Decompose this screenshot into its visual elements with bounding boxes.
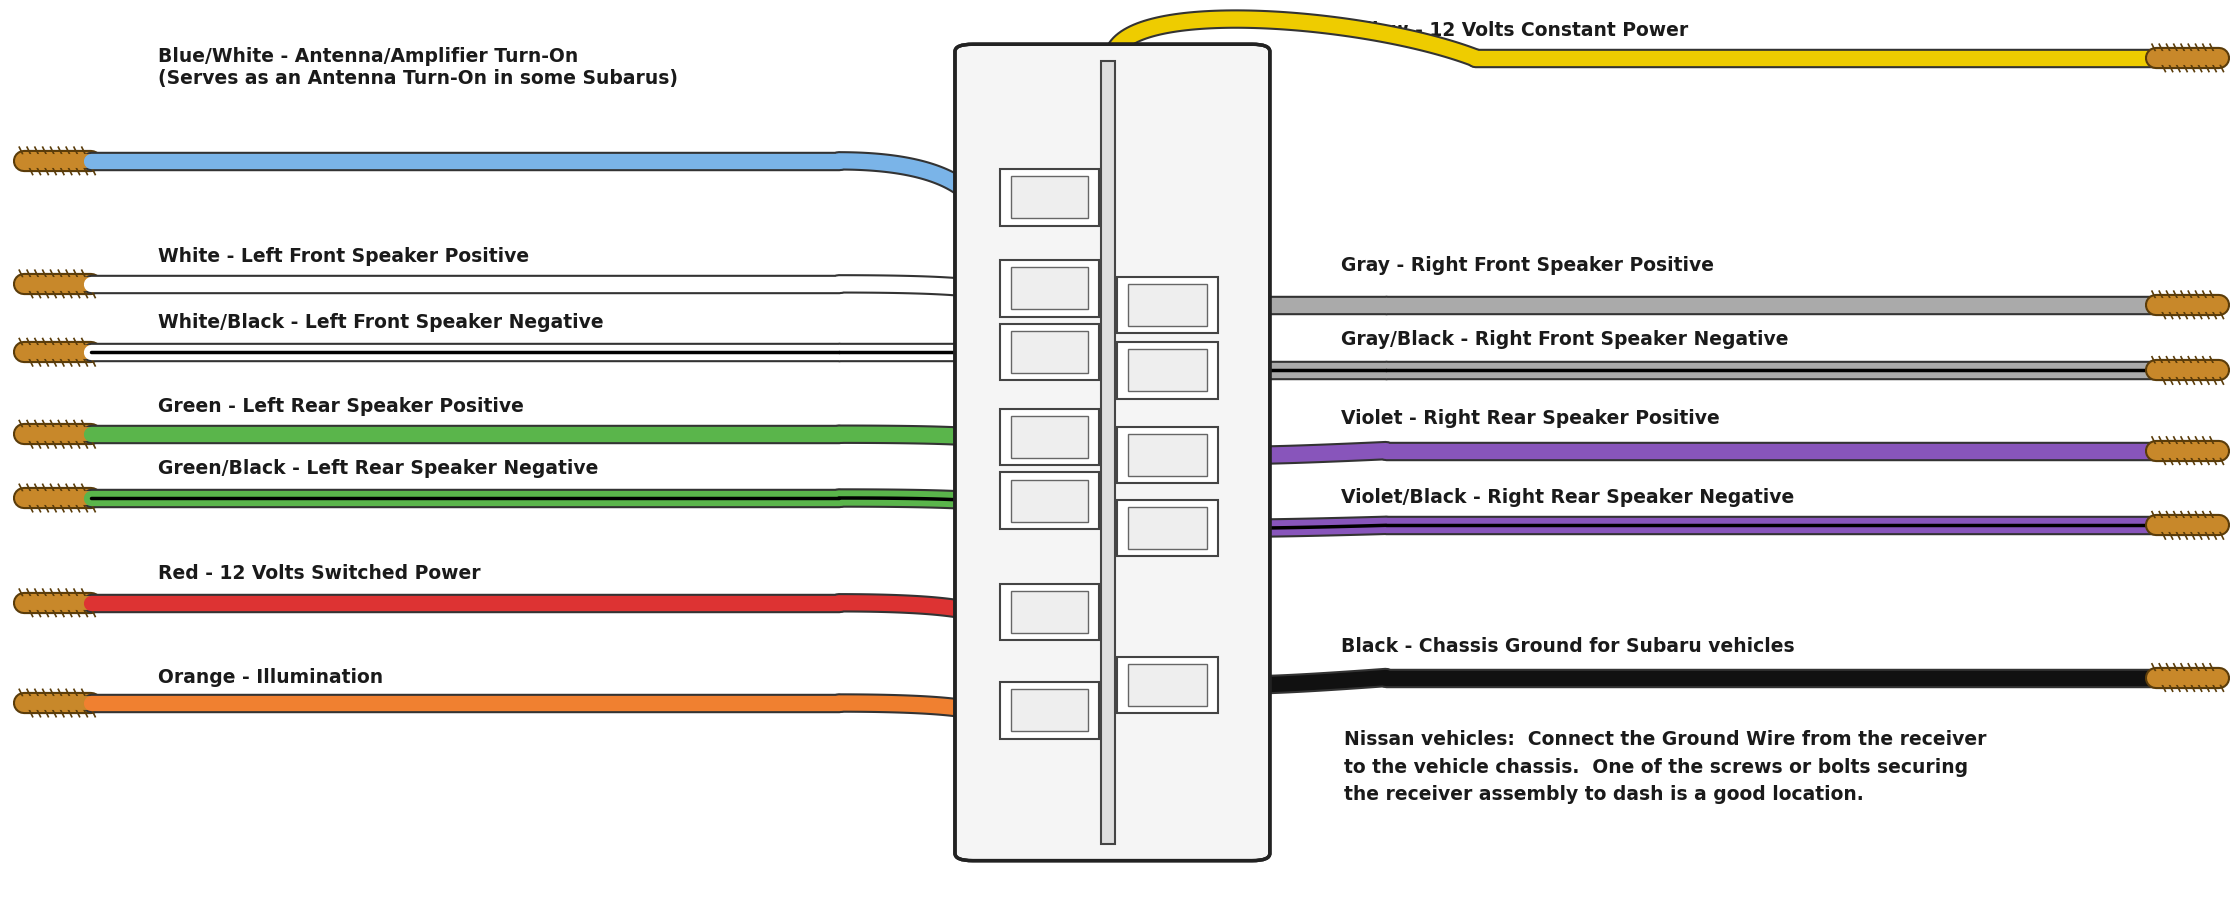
Bar <box>1127 664 1207 706</box>
Bar <box>999 584 1100 640</box>
Text: Red - 12 Volts Switched Power: Red - 12 Volts Switched Power <box>159 564 481 583</box>
Bar <box>1118 277 1219 333</box>
Bar <box>1127 349 1207 391</box>
Text: White - Left Front Speaker Positive: White - Left Front Speaker Positive <box>159 247 530 266</box>
Text: Nissan vehicles:  Connect the Ground Wire from the receiver
to the vehicle chass: Nissan vehicles: Connect the Ground Wire… <box>1344 730 1986 804</box>
Bar <box>1118 656 1219 713</box>
Text: Green/Black - Left Rear Speaker Negative: Green/Black - Left Rear Speaker Negative <box>159 459 597 478</box>
Text: Violet - Right Rear Speaker Positive: Violet - Right Rear Speaker Positive <box>1342 409 1719 428</box>
FancyBboxPatch shape <box>955 44 1270 861</box>
Bar <box>1118 500 1219 557</box>
Bar <box>999 260 1100 316</box>
Bar <box>1011 480 1089 522</box>
Text: Orange - Illumination: Orange - Illumination <box>159 667 382 686</box>
Bar <box>999 324 1100 380</box>
Bar <box>1011 689 1089 731</box>
Bar <box>1011 176 1089 218</box>
Bar <box>1102 60 1116 845</box>
Text: Gray/Black - Right Front Speaker Negative: Gray/Black - Right Front Speaker Negativ… <box>1342 331 1789 349</box>
Bar <box>1127 434 1207 476</box>
Bar <box>1011 331 1089 373</box>
Bar <box>999 682 1100 739</box>
Text: Violet/Black - Right Rear Speaker Negative: Violet/Black - Right Rear Speaker Negati… <box>1342 488 1796 507</box>
Bar <box>1118 342 1219 399</box>
Bar <box>999 169 1100 226</box>
Bar <box>1118 427 1219 484</box>
Text: Green - Left Rear Speaker Positive: Green - Left Rear Speaker Positive <box>159 397 523 416</box>
Text: Blue/White - Antenna/Amplifier Turn-On
(Serves as an Antenna Turn-On in some Sub: Blue/White - Antenna/Amplifier Turn-On (… <box>159 47 678 88</box>
Bar <box>1127 284 1207 325</box>
Text: Black - Chassis Ground for Subaru vehicles: Black - Chassis Ground for Subaru vehicl… <box>1342 637 1796 655</box>
Text: Gray - Right Front Speaker Positive: Gray - Right Front Speaker Positive <box>1342 256 1715 275</box>
Bar <box>1127 507 1207 549</box>
Bar <box>1011 268 1089 309</box>
Bar <box>1011 591 1089 632</box>
Bar <box>999 409 1100 465</box>
Text: White/Black - Left Front Speaker Negative: White/Black - Left Front Speaker Negativ… <box>159 314 604 332</box>
Bar <box>1011 416 1089 458</box>
Text: Yellow - 12 Volts Constant Power: Yellow - 12 Volts Constant Power <box>1342 21 1688 39</box>
Bar <box>999 473 1100 529</box>
